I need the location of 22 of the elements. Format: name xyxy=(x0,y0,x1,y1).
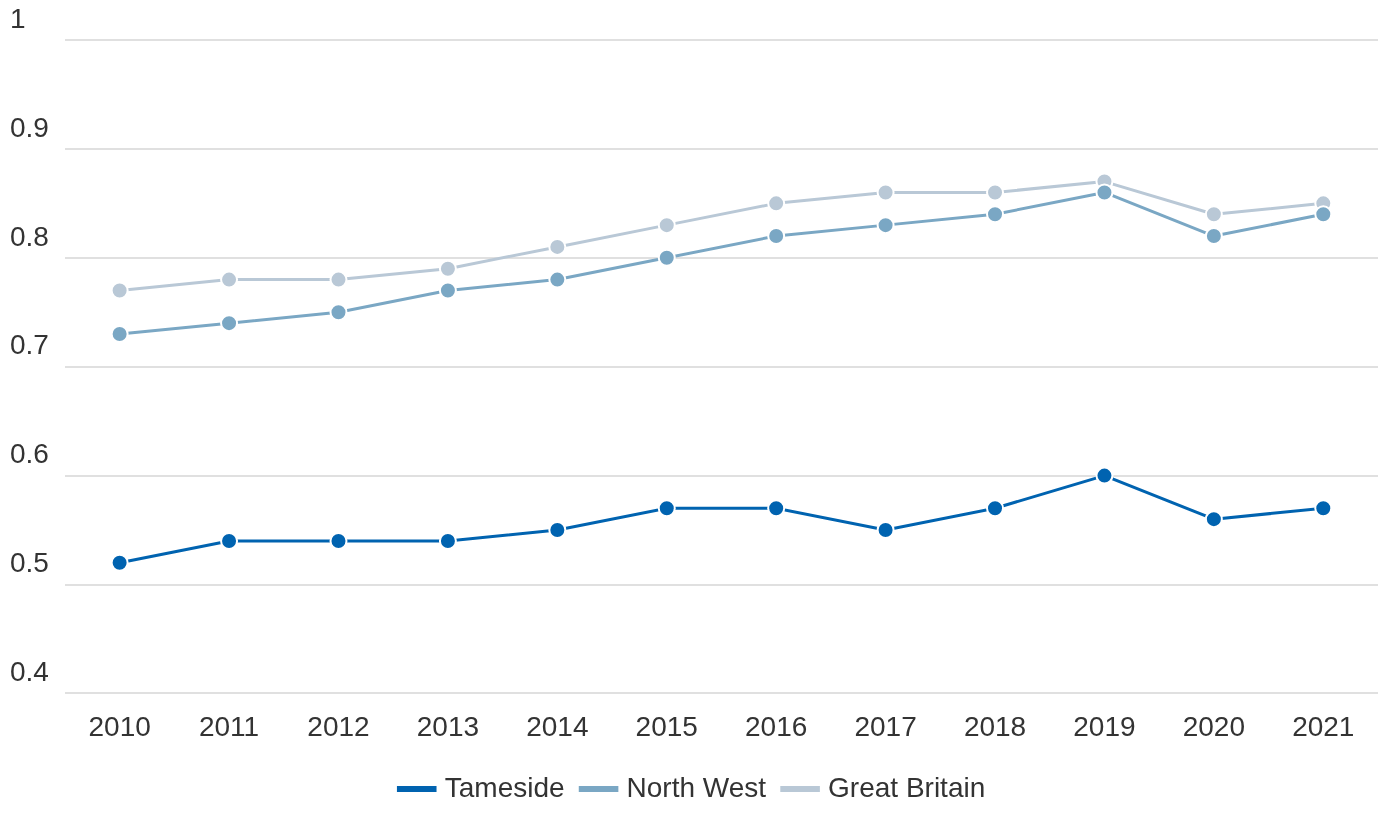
legend-label: Great Britain xyxy=(828,771,986,803)
y-tick-label: 0.8 xyxy=(10,220,49,252)
x-tick-label: 2011 xyxy=(198,710,260,742)
x-tick-label: 2010 xyxy=(88,710,151,742)
x-tick-label: 2014 xyxy=(526,710,589,742)
legend-label: Tameside xyxy=(444,771,565,803)
x-tick-label: 2019 xyxy=(1073,710,1136,742)
x-tick-label: 2012 xyxy=(307,710,370,742)
x-tick-label: 2017 xyxy=(854,710,917,742)
legend-label: North West xyxy=(626,771,767,803)
y-tick-label: 0.9 xyxy=(10,111,49,143)
y-tick-label: 0.5 xyxy=(10,547,49,579)
x-tick-label: 2020 xyxy=(1182,710,1246,742)
y-tick-label: 0.4 xyxy=(10,656,49,688)
y-tick-label: 0.7 xyxy=(10,329,49,361)
x-tick-label: 2013 xyxy=(416,710,480,742)
x-tick-label: 2018 xyxy=(963,710,1027,742)
x-tick-label: 2016 xyxy=(745,710,808,742)
x-tick-label: 2021 xyxy=(1292,710,1355,742)
y-tick-label: 0.6 xyxy=(10,438,49,470)
x-tick-label: 2015 xyxy=(635,710,698,742)
y-tick-label: 1 xyxy=(10,2,26,34)
